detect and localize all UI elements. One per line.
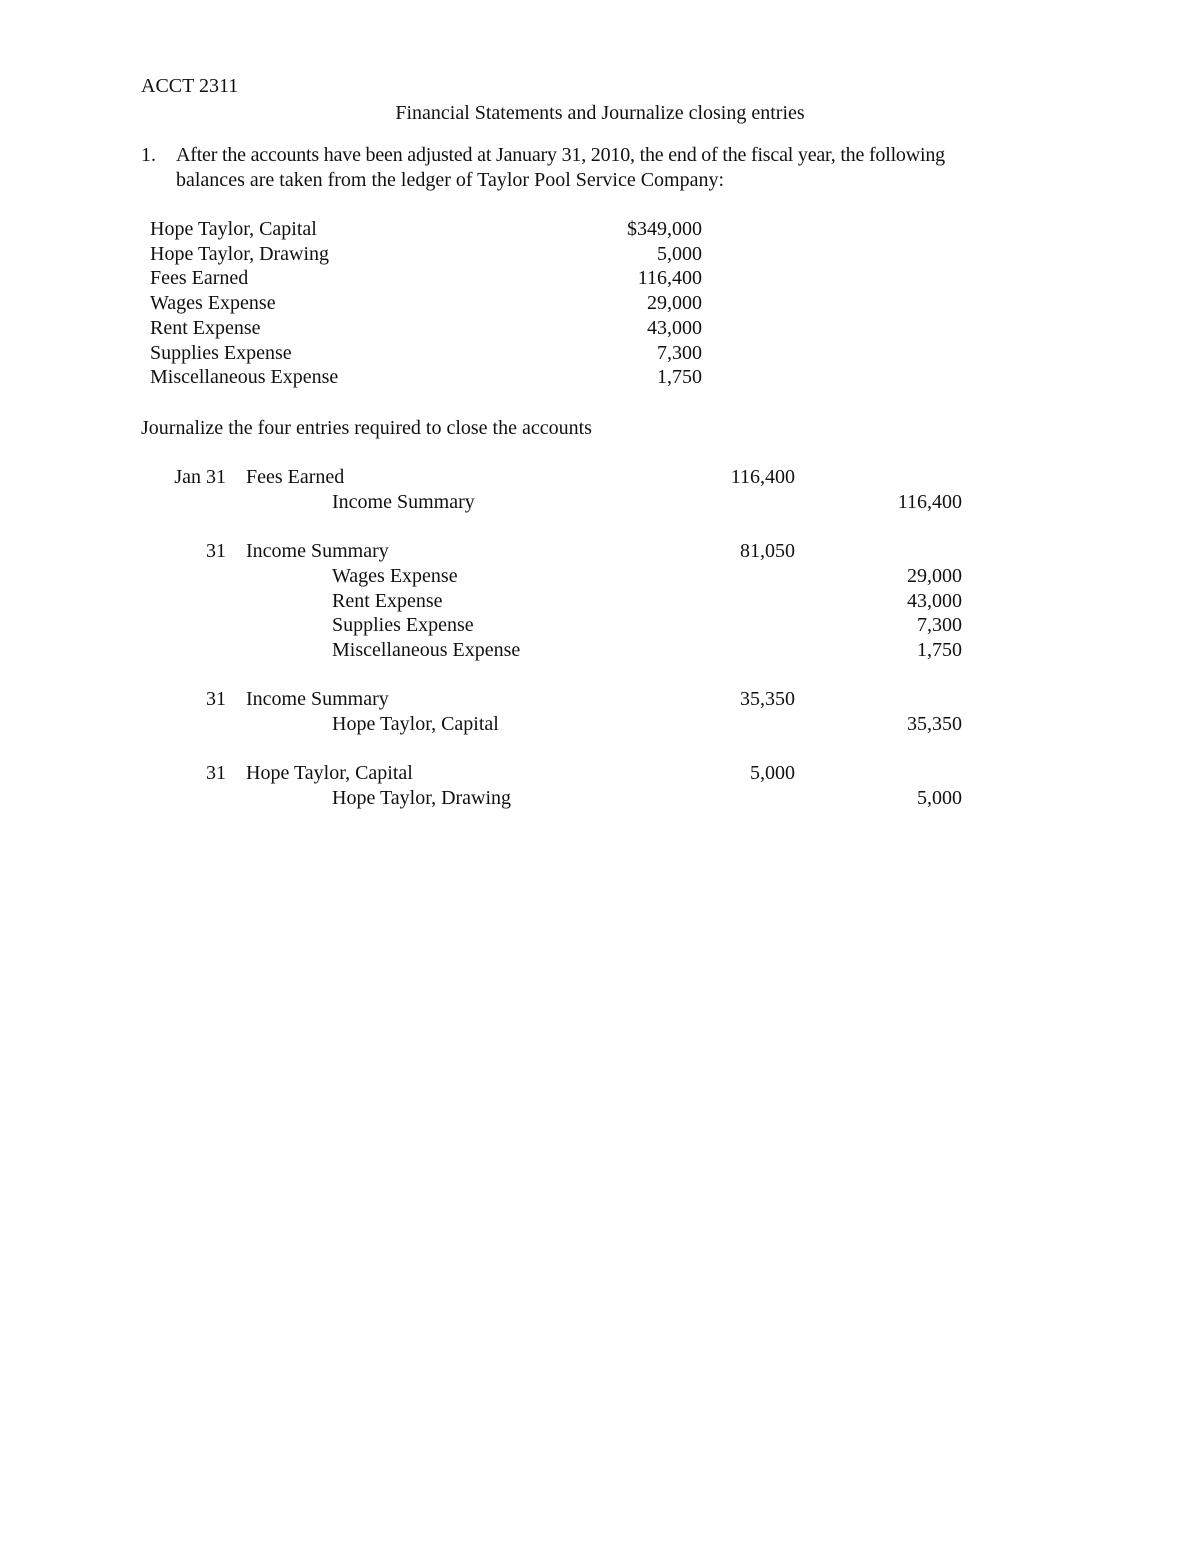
course-code: ACCT 2311 <box>141 75 239 97</box>
balance-amount: 43,000 <box>647 316 702 339</box>
page-title: Financial Statements and Journalize clos… <box>395 102 805 124</box>
journal-account: Hope Taylor, Drawing <box>332 787 512 810</box>
balance-amount: 5,000 <box>657 242 702 265</box>
instruction-text: Journalize the four entries required to … <box>141 417 592 439</box>
balance-amount: 116,400 <box>637 267 702 290</box>
journal-account: Income Summary <box>246 688 389 711</box>
journal-date: 31 <box>206 540 226 563</box>
problem-text-line1: After the accounts have been adjusted at… <box>176 144 945 166</box>
balance-account: Fees Earned <box>150 267 249 290</box>
journal-credit: 1,750 <box>917 638 962 661</box>
balance-amount: $349,000 <box>627 218 702 240</box>
balance-amount: 1,750 <box>657 366 702 389</box>
balance-amount: 7,300 <box>657 341 702 364</box>
journal-credit: 35,350 <box>907 713 962 735</box>
balance-amount: 29,000 <box>647 292 702 315</box>
journal-account: Supplies Expense <box>332 614 474 637</box>
journal-account: Fees Earned <box>246 466 345 488</box>
journal-date: 31 <box>206 688 226 711</box>
journal-account: Wages Expense <box>332 564 458 587</box>
journal-account: Income Summary <box>332 490 475 513</box>
journal-debit: 81,050 <box>740 540 795 563</box>
journal-credit: 7,300 <box>917 614 962 637</box>
problem-number: 1. <box>141 144 156 166</box>
journal-account: Hope Taylor, Capital <box>246 762 413 785</box>
journal-debit: 35,350 <box>740 688 795 711</box>
journal-date: 31 <box>206 762 226 785</box>
balance-account: Wages Expense <box>150 292 276 315</box>
balance-account: Supplies Expense <box>150 341 292 364</box>
journal-debit: 5,000 <box>750 762 795 785</box>
journal-account: Miscellaneous Expense <box>332 638 521 661</box>
balance-account: Hope Taylor, Drawing <box>150 242 330 265</box>
journal-credit: 116,400 <box>897 490 962 513</box>
balance-account: Miscellaneous Expense <box>150 366 339 389</box>
journal-account: Income Summary <box>246 540 389 563</box>
balance-account: Hope Taylor, Capital <box>150 218 317 240</box>
problem-text-line2: balances are taken from the ledger of Ta… <box>176 169 725 191</box>
journal-date: Jan 31 <box>174 466 226 488</box>
journal-credit: 43,000 <box>907 589 962 612</box>
journal-credit: 5,000 <box>917 787 962 810</box>
journal-account: Rent Expense <box>332 589 443 612</box>
balance-account: Rent Expense <box>150 316 261 339</box>
journal-credit: 29,000 <box>907 564 962 587</box>
journal-debit: 116,400 <box>730 466 795 488</box>
journal-account: Hope Taylor, Capital <box>332 713 499 735</box>
